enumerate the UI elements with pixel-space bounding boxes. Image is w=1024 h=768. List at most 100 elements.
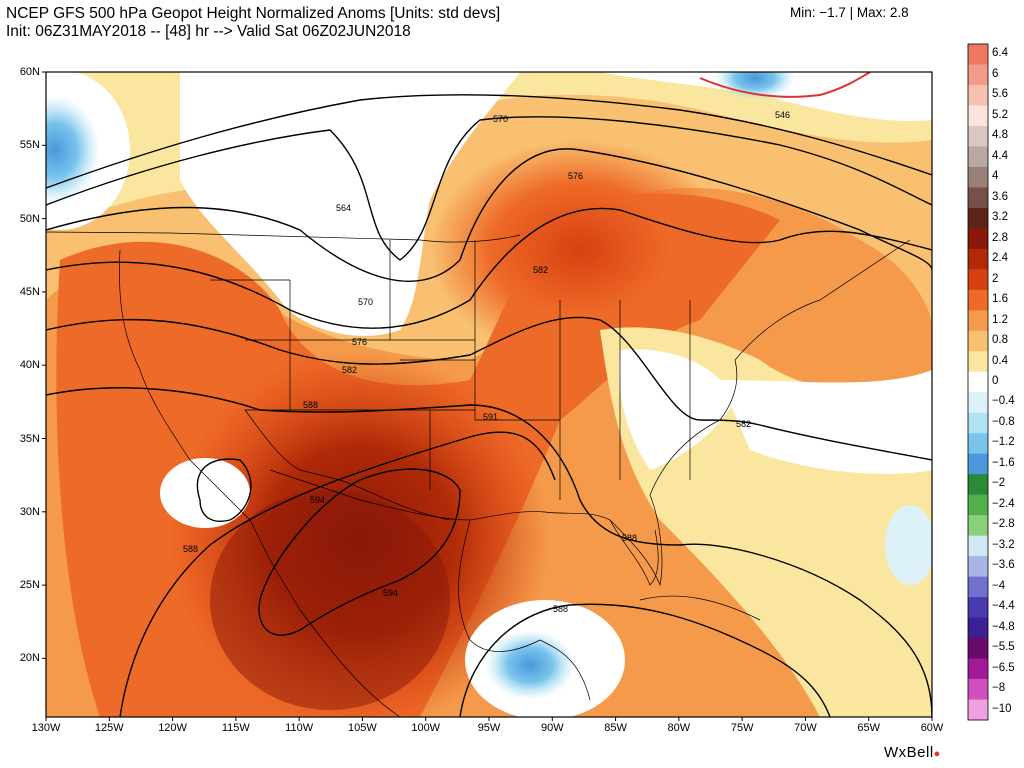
colorbar-label: 6	[992, 67, 999, 80]
colorbar-swatch	[968, 64, 988, 86]
lon-label: 70W	[794, 722, 817, 734]
height-contours	[46, 72, 932, 717]
lon-label: 75W	[730, 722, 754, 734]
lon-label: 105W	[348, 722, 377, 734]
contour-label: 591	[483, 412, 498, 422]
colorbar-swatch	[968, 125, 988, 147]
contour-label: 570	[493, 114, 508, 124]
colorbar-swatch	[968, 84, 988, 106]
us-mexico-border	[244, 409, 451, 521]
lon-label: 85W	[604, 722, 627, 734]
lat-label: 35N	[19, 432, 40, 445]
us-canada-border	[46, 231, 521, 243]
colorbar-swatch	[968, 248, 988, 270]
colorbar-swatch	[968, 269, 988, 291]
min-max-readout: Min: −1.7 | Max: 2.8	[790, 5, 909, 20]
colorbar-swatch	[968, 371, 988, 393]
colorbar-swatch	[968, 494, 988, 516]
contour-label: 546	[775, 110, 790, 120]
lat-label: 50N	[19, 212, 40, 225]
colorbar-label: −2.8	[992, 518, 1015, 531]
lon-tick-group	[45, 717, 933, 721]
lon-label: 80W	[667, 722, 691, 734]
colorbar-label: 6.4	[992, 47, 1008, 60]
colorbar-label: 2.8	[992, 231, 1008, 244]
colorbar-label: −10	[992, 702, 1012, 715]
colorbar-label: −5.5	[992, 641, 1015, 654]
colorbar-label: 0	[992, 375, 999, 387]
colorbar-swatch	[968, 617, 988, 639]
lat-label: 30N	[19, 505, 40, 518]
colorbar-swatch	[968, 556, 988, 578]
colorbar-label: 2.4	[992, 252, 1008, 265]
lat-label: 45N	[19, 285, 40, 298]
contour-label: 594	[383, 588, 398, 598]
lon-label: 130W	[31, 722, 61, 734]
colorbar-label: −8	[992, 682, 1006, 695]
logo-dot-icon: ●	[933, 748, 941, 760]
colorbar-swatch	[968, 105, 988, 127]
colorbar-label: −6.5	[992, 661, 1015, 674]
colorbar-swatch	[968, 166, 988, 188]
lat-label: 25N	[19, 579, 40, 592]
colorbar-label: 0.4	[992, 354, 1008, 367]
colorbar-swatch	[968, 535, 988, 557]
colorbar-label: −0.4	[992, 395, 1015, 408]
wxbell-logo: WxBell●	[884, 744, 941, 761]
colorbar-label: −1.6	[992, 456, 1015, 469]
colorbar-label: 3.2	[992, 211, 1008, 224]
colorbar-swatch	[968, 658, 988, 680]
contour-label: 576	[568, 171, 583, 181]
lon-label: 90W	[540, 722, 564, 734]
contour-label: 588	[553, 604, 568, 614]
colorbar-label: 4	[992, 170, 999, 183]
contour-label: 594	[310, 495, 325, 505]
colorbar-label: 3.6	[992, 190, 1008, 203]
colorbar-label: 4.8	[992, 129, 1008, 142]
colorbar-swatch	[968, 474, 988, 496]
lat-label: 20N	[19, 652, 40, 665]
colorbar-label: −1.2	[992, 436, 1015, 449]
colorbar-label: 5.2	[992, 108, 1008, 121]
colorbar-label: 1.6	[992, 293, 1008, 306]
colorbar-swatch	[968, 310, 988, 332]
colorbar-label: 4.4	[992, 149, 1008, 162]
contour-label: 582	[342, 365, 357, 375]
colorbar-swatch	[968, 515, 988, 537]
lon-label: 125W	[94, 722, 124, 734]
colorbar-label: −3.2	[992, 538, 1015, 551]
lon-label: 60W	[920, 722, 944, 734]
contour-labels: 546 564 570 570 576 576 582 582 582 588 …	[183, 110, 790, 614]
colorbar-label: −2.4	[992, 497, 1015, 510]
contour-label: 576	[352, 337, 367, 347]
contour-label: 588	[183, 544, 198, 554]
colorbar-label: −4.8	[992, 620, 1015, 633]
lat-label: 40N	[19, 359, 40, 372]
colorbar-label: −3.6	[992, 559, 1015, 572]
colorbar-swatch	[968, 412, 988, 434]
colorbar-swatch	[968, 433, 988, 455]
geography-outlines	[46, 231, 911, 717]
colorbar-swatch	[968, 453, 988, 475]
colorbar-label: −4.4	[992, 600, 1015, 613]
contour-label: 582	[736, 419, 751, 429]
colorbar-swatch	[968, 351, 988, 373]
lon-label: 110W	[285, 722, 314, 734]
contour-label: 564	[336, 203, 351, 213]
colorbar	[967, 43, 989, 721]
lat-label: 55N	[19, 139, 40, 152]
colorbar-swatch	[968, 289, 988, 311]
colorbar-label: 0.8	[992, 334, 1008, 347]
colorbar-label: 1.2	[992, 313, 1008, 326]
colorbar-swatch	[968, 392, 988, 414]
lat-label: 60N	[19, 66, 40, 78]
colorbar-label: 2	[992, 272, 999, 285]
colorbar-swatch	[968, 638, 988, 660]
anomaly-field	[46, 72, 932, 717]
colorbar-swatch	[968, 228, 988, 250]
colorbar-swatch	[968, 187, 988, 209]
lon-label: 95W	[477, 722, 501, 734]
colorbar-swatch	[968, 597, 988, 619]
colorbar-label: −4	[992, 579, 1006, 592]
